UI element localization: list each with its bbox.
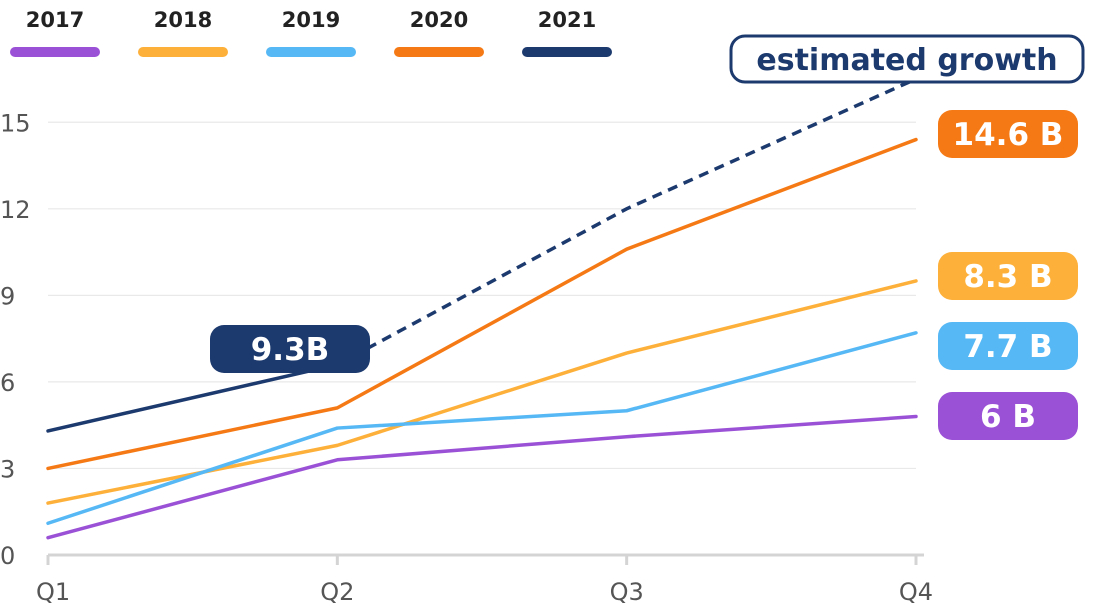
y-tick-label-9: 9 [0, 282, 15, 310]
end-label-text-2017: 6 B [980, 399, 1036, 435]
legend-label-2018: 2018 [154, 8, 212, 32]
series-lines [46, 77, 918, 540]
y-tick-label-15: 15 [0, 109, 31, 137]
y-tick-label-0: 0 [0, 542, 15, 570]
estimated-line-2021 [336, 77, 917, 367]
end-labels: 6 B 8.3 B 7.7 B 14.6 B 9.3B estimated growth [210, 34, 1085, 440]
legend-label-2020: 2020 [410, 8, 468, 32]
legend-swatch-2017 [10, 47, 100, 57]
x-tick-label-q4: Q4 [899, 578, 933, 606]
series-line-2017 [46, 414, 918, 540]
legend-label-2017: 2017 [26, 8, 84, 32]
legend: 2017 2018 2019 2020 2021 [10, 8, 612, 57]
legend-label-2019: 2019 [282, 8, 340, 32]
legend-swatch-2020 [394, 47, 484, 57]
series-line-2019 [46, 331, 918, 526]
x-tick-label-q2: Q2 [320, 578, 354, 606]
legend-label-2021: 2021 [538, 8, 596, 32]
end-label-text-2019: 7.7 B [963, 329, 1052, 365]
y-axis: 0 3 6 9 12 15 [0, 109, 31, 570]
series-line-2018 [46, 279, 918, 505]
end-label-badge-2018 [938, 252, 1078, 300]
legend-swatch-2019 [266, 47, 356, 57]
legend-swatch-2021 [522, 47, 612, 57]
end-label-badge-2021 [210, 325, 370, 373]
x-tick-label-q3: Q3 [610, 578, 644, 606]
estimated-growth-label: estimated growth [756, 43, 1057, 78]
x-tick-label-q1: Q1 [36, 578, 70, 606]
estimated-growth-callout [729, 34, 1085, 84]
end-label-badge-2017 [938, 392, 1078, 440]
end-label-text-2020: 14.6 B [953, 117, 1064, 153]
y-tick-label-6: 6 [0, 369, 15, 397]
grid [48, 121, 916, 470]
x-axis: Q1 Q2 Q3 Q4 [36, 553, 933, 606]
series-line-2021 [46, 362, 340, 433]
end-label-badge-2019 [938, 322, 1078, 370]
end-label-badge-2020 [938, 110, 1078, 158]
end-label-text-2021: 9.3B [251, 332, 330, 368]
legend-swatch-2018 [138, 47, 228, 57]
end-label-text-2018: 8.3 B [963, 259, 1052, 295]
y-tick-label-3: 3 [0, 455, 15, 483]
series-line-2020 [46, 137, 918, 471]
y-tick-label-12: 12 [0, 196, 31, 224]
